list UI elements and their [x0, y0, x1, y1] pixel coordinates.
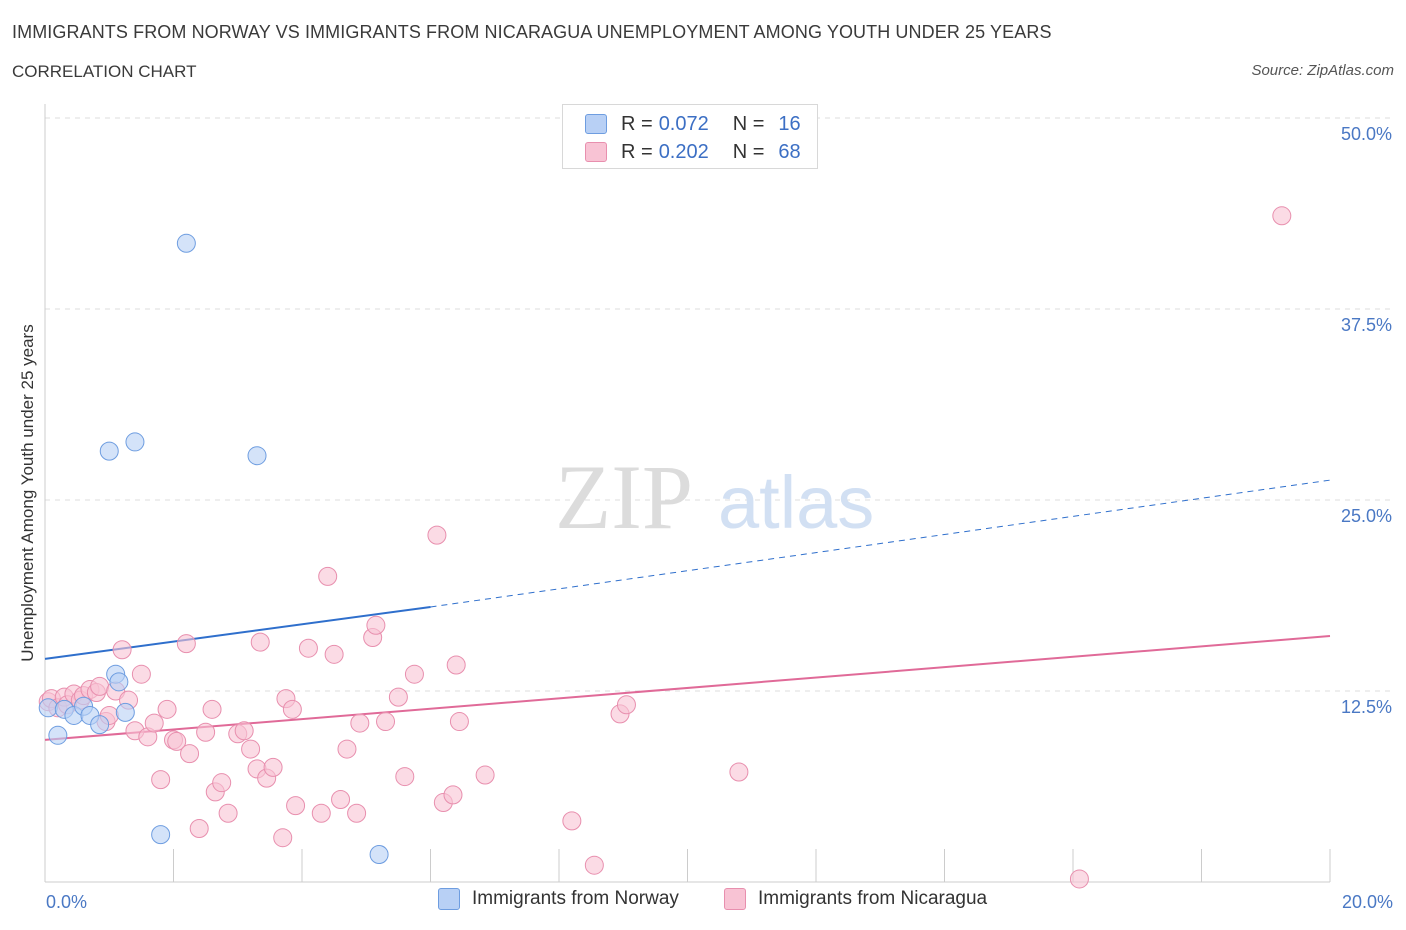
legend-swatch-norway	[585, 114, 607, 134]
bottom-legend-nicaragua: Immigrants from Nicaragua	[724, 888, 987, 910]
bottom-legend-swatch-nicaragua	[724, 888, 746, 910]
data-point-nicaragua	[347, 803, 367, 823]
x-tick-label: 0.0%	[46, 892, 87, 912]
legend-n-label: N =	[732, 140, 765, 163]
data-point-nicaragua	[273, 828, 293, 848]
data-point-nicaragua	[404, 664, 424, 684]
data-point-nicaragua	[475, 765, 495, 785]
y-tick-label: 25.0%	[1341, 506, 1392, 526]
legend-row-norway: R = 0.072 N = 16	[585, 113, 801, 135]
chart-subtitle: CORRELATION CHART	[12, 62, 197, 81]
data-point-norway	[109, 672, 129, 692]
chart-title: IMMIGRANTS FROM NORWAY VS IMMIGRANTS FRO…	[12, 22, 1052, 42]
data-point-nicaragua	[311, 803, 331, 823]
y-tick-label: 12.5%	[1341, 697, 1392, 717]
bottom-legend-norway: Immigrants from Norway	[438, 888, 679, 910]
y-tick-label: 37.5%	[1341, 315, 1392, 335]
data-point-nicaragua	[729, 762, 749, 782]
data-point-nicaragua	[234, 721, 254, 741]
axes	[44, 104, 1331, 883]
data-point-nicaragua	[176, 634, 196, 654]
data-point-nicaragua	[446, 655, 466, 675]
data-point-nicaragua	[167, 731, 187, 751]
bottom-legend: Immigrants from Norway Immigrants from N…	[0, 888, 1406, 916]
data-point-nicaragua	[366, 615, 386, 635]
data-points	[38, 206, 1292, 889]
legend-swatch-nicaragua	[585, 142, 607, 162]
trend-line-norway	[44, 605, 431, 660]
data-point-nicaragua	[218, 803, 238, 823]
legend: R = 0.072 N = 16 R = 0.202 N = 68	[562, 104, 818, 169]
data-point-nicaragua	[90, 676, 110, 696]
trend-line-norway-extended	[430, 479, 1331, 608]
legend-n-value-norway: 16	[778, 112, 801, 135]
data-point-nicaragua	[584, 855, 604, 875]
data-point-norway	[99, 441, 119, 461]
data-point-nicaragua	[212, 773, 232, 793]
data-point-nicaragua	[286, 796, 306, 816]
bottom-legend-swatch-norway	[438, 888, 460, 910]
legend-n-value-nicaragua: 68	[778, 140, 801, 163]
data-point-nicaragua	[337, 739, 357, 759]
data-point-norway	[369, 844, 389, 864]
data-point-nicaragua	[144, 713, 164, 733]
grid-lines	[45, 117, 1392, 692]
data-point-nicaragua	[449, 712, 469, 732]
watermark-zip: ZIP	[555, 446, 693, 548]
data-point-nicaragua	[112, 640, 132, 660]
data-point-nicaragua	[1272, 206, 1292, 226]
x-tick-label: 20.0%	[1342, 892, 1393, 912]
data-point-nicaragua	[157, 699, 177, 719]
source-label: Source: ZipAtlas.com	[1251, 62, 1394, 79]
y-tick-label: 50.0%	[1341, 124, 1392, 144]
data-point-norway	[90, 715, 110, 735]
data-point-nicaragua	[388, 687, 408, 707]
data-point-nicaragua	[250, 632, 270, 652]
y-tick-labels: 12.5% 25.0% 37.5% 50.0%	[1341, 124, 1392, 717]
data-point-nicaragua	[350, 713, 370, 733]
data-point-nicaragua	[263, 757, 283, 777]
data-point-nicaragua	[241, 739, 261, 759]
data-point-nicaragua	[151, 770, 171, 790]
data-point-norway	[115, 702, 135, 722]
data-point-nicaragua	[562, 811, 582, 831]
data-point-nicaragua	[282, 699, 302, 719]
bottom-legend-label-nicaragua: Immigrants from Nicaragua	[758, 888, 988, 909]
legend-r-label: R =	[621, 112, 653, 135]
data-point-nicaragua	[189, 819, 209, 839]
data-point-nicaragua	[298, 638, 318, 658]
data-point-norway	[48, 725, 68, 745]
data-point-nicaragua	[324, 644, 344, 664]
data-point-nicaragua	[443, 785, 463, 805]
legend-row-nicaragua: R = 0.202 N = 68	[585, 141, 801, 163]
legend-n-label: N =	[732, 112, 765, 135]
data-point-nicaragua	[376, 712, 396, 732]
data-point-nicaragua	[1069, 869, 1089, 889]
legend-r-label: R =	[621, 140, 653, 163]
data-point-norway	[38, 698, 58, 718]
legend-r-value-nicaragua: 0.202	[658, 140, 709, 163]
data-point-norway	[125, 432, 145, 452]
data-point-norway	[176, 233, 196, 253]
data-point-nicaragua	[427, 525, 447, 545]
data-point-norway	[151, 825, 171, 845]
x-tick-labels: 0.0% 20.0%	[46, 892, 1393, 912]
y-axis-label: Unemployment Among Youth under 25 years	[18, 324, 37, 661]
trend-line-nicaragua	[44, 634, 1331, 741]
legend-r-value-norway: 0.072	[658, 112, 709, 135]
trend-lines	[44, 479, 1331, 741]
bottom-legend-label-norway: Immigrants from Norway	[472, 888, 679, 909]
data-point-nicaragua	[131, 664, 151, 684]
data-point-nicaragua	[395, 767, 415, 787]
data-point-norway	[247, 446, 267, 466]
data-point-nicaragua	[318, 566, 338, 586]
data-point-nicaragua	[616, 695, 636, 715]
data-point-nicaragua	[202, 699, 222, 719]
data-point-nicaragua	[196, 722, 216, 742]
data-point-nicaragua	[331, 789, 351, 809]
data-point-nicaragua	[180, 744, 200, 764]
watermark-atlas: atlas	[718, 461, 874, 544]
